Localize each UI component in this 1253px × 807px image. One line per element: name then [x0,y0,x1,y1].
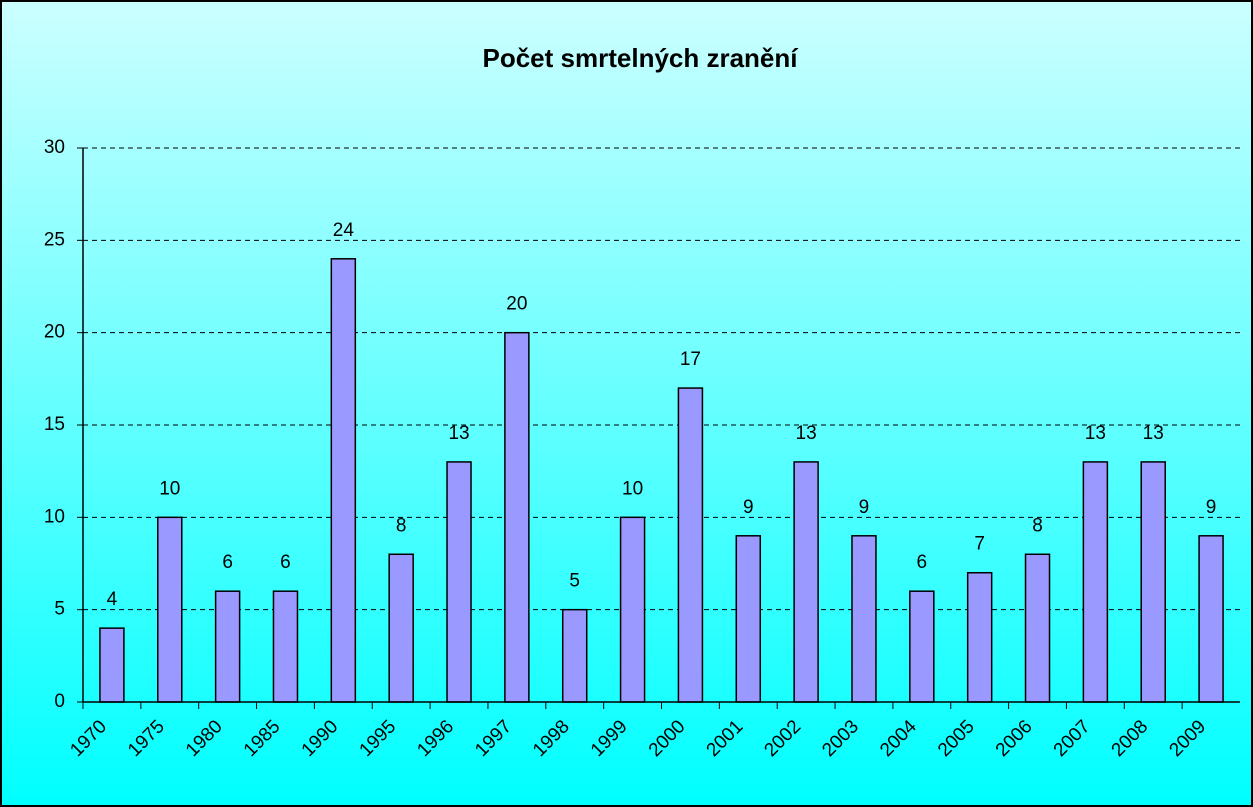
chart-title: Počet smrtelných zranění [483,43,799,73]
data-label: 13 [1143,423,1164,444]
bar [851,535,877,703]
bar [966,571,993,703]
data-label: 13 [796,423,817,444]
y-tick-label: 10 [44,506,65,527]
data-label: 6 [222,552,233,573]
bar [214,590,241,703]
bar [157,516,183,703]
bar [677,387,704,703]
data-label: 20 [506,294,527,315]
data-label: 10 [622,478,643,499]
data-label: 9 [1206,497,1217,518]
data-label: 5 [569,571,580,592]
bar [388,553,414,703]
data-label: 6 [280,552,291,573]
bar [446,461,472,703]
bar [1198,535,1224,703]
data-label: 9 [743,497,754,518]
y-tick-label: 25 [44,229,65,250]
y-tick-label: 30 [44,137,65,158]
bar [504,331,530,703]
y-tick-label: 5 [54,599,65,620]
y-tick-label: 20 [44,322,65,343]
data-label: 9 [859,497,870,518]
data-label: 17 [680,349,701,370]
data-label: 4 [107,589,118,610]
bar [909,590,935,703]
data-label: 8 [396,515,407,536]
bar [793,461,819,703]
y-tick-label: 15 [44,414,65,435]
bar [272,590,299,703]
y-tick-label: 0 [54,691,65,712]
bar [99,627,125,703]
bar [1140,461,1166,703]
data-label: 13 [448,423,469,444]
data-label: 6 [917,552,928,573]
bar [561,608,588,703]
bar [1024,553,1051,703]
bar [619,516,646,703]
data-label: 10 [159,478,180,499]
data-label: 24 [333,220,355,241]
bar [735,535,762,703]
data-label: 13 [1085,423,1106,444]
bar [1082,461,1109,703]
bar [330,258,357,703]
data-label: 8 [1032,515,1043,536]
data-label: 7 [974,534,985,555]
